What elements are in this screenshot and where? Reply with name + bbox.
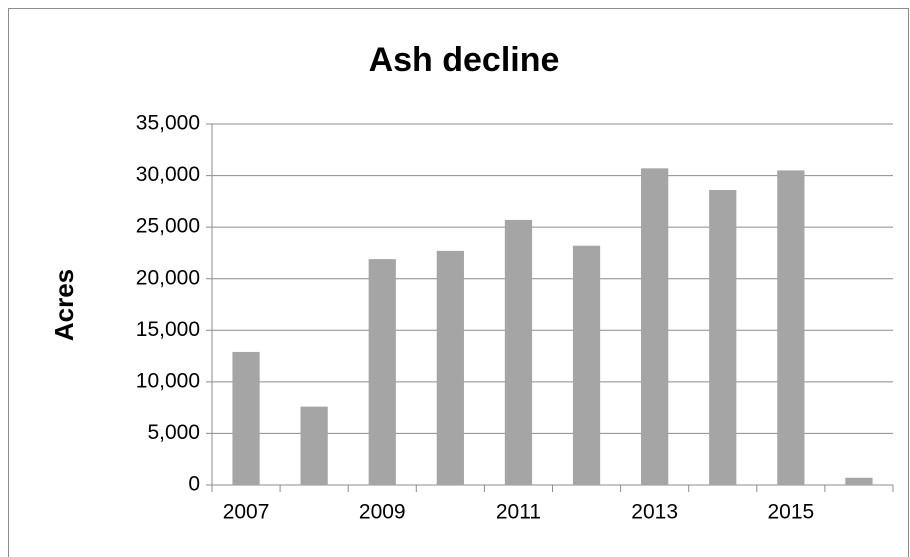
bar bbox=[368, 259, 396, 485]
x-tick-label: 2013 bbox=[631, 501, 678, 524]
x-tick-label: 2007 bbox=[223, 501, 270, 524]
bar bbox=[300, 406, 328, 485]
bar bbox=[845, 477, 873, 485]
bar bbox=[572, 245, 601, 485]
bar bbox=[641, 168, 669, 485]
y-tick-label: 30,000 bbox=[136, 163, 200, 186]
bar bbox=[436, 250, 464, 485]
x-tick-label: 2015 bbox=[767, 501, 814, 524]
y-tick-label: 20,000 bbox=[136, 266, 200, 289]
y-tick-label: 5,000 bbox=[147, 421, 200, 444]
y-tick-label: 15,000 bbox=[136, 318, 200, 341]
bar bbox=[504, 219, 533, 485]
x-tick-label: 2011 bbox=[496, 501, 541, 524]
chart-title: Ash decline bbox=[369, 41, 560, 79]
y-tick-label: 10,000 bbox=[136, 369, 200, 392]
y-tick-label: 25,000 bbox=[136, 215, 200, 238]
bar bbox=[709, 190, 737, 486]
y-axis-label: Acres bbox=[49, 269, 79, 341]
x-tick-label: 2009 bbox=[359, 501, 406, 524]
bar bbox=[232, 351, 260, 485]
y-tick-label: 0 bbox=[188, 473, 200, 496]
y-tick-label: 35,000 bbox=[136, 112, 200, 135]
bar bbox=[777, 170, 805, 485]
